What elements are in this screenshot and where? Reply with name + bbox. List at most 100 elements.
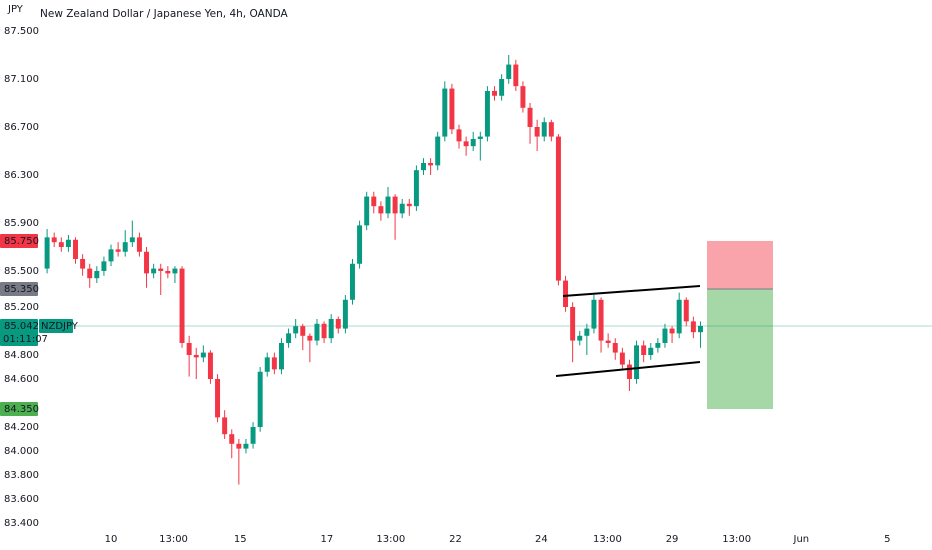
candle-body: [250, 426, 256, 444]
x-tick-label: 29: [666, 534, 679, 545]
candle-body: [662, 328, 668, 343]
candle-body: [413, 170, 419, 207]
candle-body: [222, 417, 228, 435]
x-tick-label: 5: [884, 534, 890, 545]
candle-body: [392, 196, 398, 214]
candle-body: [484, 90, 490, 137]
candle-body: [435, 136, 441, 166]
candle-body: [136, 237, 142, 252]
candle-body: [470, 138, 476, 147]
candle-body: [44, 237, 50, 269]
x-tick-label: 24: [535, 534, 548, 545]
candle-body: [456, 129, 462, 142]
price-label-box: [0, 318, 38, 346]
x-tick-label: 13:00: [593, 534, 622, 545]
candle-body: [264, 357, 270, 372]
candle-body: [676, 299, 682, 334]
price-label-box: [0, 281, 38, 296]
candle-body: [172, 268, 178, 274]
candle-body: [229, 434, 235, 444]
y-tick-label: 87.100: [4, 74, 39, 85]
currency: JPY: [7, 4, 24, 15]
candle-body: [591, 299, 597, 329]
price-label: 85.042: [4, 321, 39, 332]
x-tick-label: 13:00: [159, 534, 188, 545]
candle-body: [186, 342, 192, 355]
candle-body: [200, 352, 206, 358]
stop-zone: [707, 240, 773, 289]
candle-body: [129, 237, 135, 243]
candle-body: [555, 136, 561, 281]
candle-body: [364, 196, 370, 226]
candle-body: [236, 443, 242, 449]
candle-body: [492, 90, 498, 96]
target-zone: [707, 288, 773, 409]
candle-body: [406, 203, 412, 207]
y-tick-label: 85.200: [4, 302, 39, 313]
candle-body: [108, 249, 114, 262]
candle-body: [577, 335, 583, 341]
y-tick-label: 84.600: [4, 374, 39, 385]
y-tick-label: 86.300: [4, 170, 39, 181]
y-tick-label: 83.400: [4, 518, 39, 529]
candle-body: [87, 268, 93, 279]
candle-body: [626, 364, 632, 379]
candle-body: [619, 352, 625, 365]
y-tick-label: 86.700: [4, 122, 39, 133]
candle-body: [80, 258, 86, 269]
candle-body: [122, 242, 128, 252]
candle-body: [499, 78, 505, 96]
y-tick-label: 87.500: [4, 26, 39, 37]
candle-body: [634, 345, 640, 379]
candle-body: [349, 263, 355, 300]
candle-body: [449, 88, 455, 130]
candle-body: [371, 196, 377, 207]
candle-body: [151, 268, 157, 274]
candle-body: [378, 206, 384, 214]
candle-body: [641, 345, 647, 355]
candle-body: [477, 136, 483, 139]
candle-body: [307, 335, 313, 341]
y-tick-label: 85.500: [4, 266, 39, 277]
y-tick-label: 84.800: [4, 350, 39, 361]
y-tick-label: 83.800: [4, 470, 39, 481]
candle-body: [215, 378, 221, 418]
candle-body: [385, 196, 391, 214]
candle-body: [293, 326, 299, 334]
candle-body: [101, 261, 107, 271]
price-label: 84.350: [4, 404, 39, 415]
candle-body: [527, 107, 533, 127]
candle-body: [328, 318, 334, 339]
candle-body: [321, 323, 327, 339]
x-tick-label: Jun: [793, 534, 810, 545]
x-tick-label: 13:00: [722, 534, 751, 545]
candle-body: [648, 347, 654, 355]
channel-bottom-line: [555, 361, 701, 377]
candle-body: [399, 203, 405, 214]
y-tick-label: 84.000: [4, 446, 39, 457]
position-tool: [40, 240, 932, 409]
symbol-box: [39, 318, 73, 333]
y-tick-label: 83.600: [4, 494, 39, 505]
candle-body: [421, 162, 426, 171]
candle-body: [570, 306, 576, 341]
candle-body: [598, 299, 604, 341]
price-label-box: [0, 401, 38, 416]
candle-body: [697, 325, 703, 333]
candle-body: [520, 86, 526, 108]
candle-body: [442, 88, 448, 137]
candle-body: [548, 122, 554, 137]
y-tick-label: 84.200: [4, 422, 39, 433]
y-tick-label: 85.900: [4, 218, 39, 229]
candle-body: [584, 328, 590, 336]
symbol-label: NZDJPY: [41, 321, 79, 332]
candle-body: [683, 299, 689, 322]
candle-body: [144, 251, 150, 274]
candle-body: [65, 239, 71, 247]
candle-body: [506, 64, 512, 79]
candle-body: [513, 64, 519, 87]
candle-body: [342, 299, 348, 329]
